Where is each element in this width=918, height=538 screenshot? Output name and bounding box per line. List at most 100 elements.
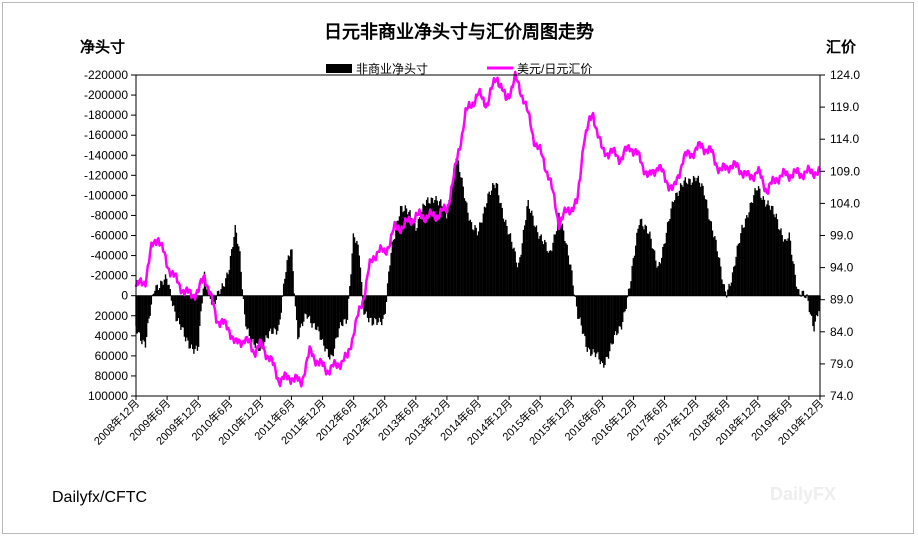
net-position-bar — [410, 218, 412, 296]
net-position-bar — [409, 210, 411, 296]
net-position-bar — [660, 257, 663, 296]
net-position-bar — [555, 231, 558, 296]
net-position-bar — [243, 295, 246, 315]
net-position-bar — [776, 219, 779, 296]
net-position-bar — [708, 219, 710, 296]
net-position-bar — [136, 295, 138, 334]
net-position-bar — [610, 295, 612, 344]
net-position-bar — [664, 243, 666, 296]
net-position-bar — [167, 284, 169, 296]
net-position-bar — [581, 295, 584, 334]
net-position-bar — [455, 158, 457, 296]
net-position-bar — [155, 285, 157, 296]
net-position-bar — [308, 295, 311, 316]
net-position-bar — [783, 239, 786, 296]
net-position-bar — [800, 295, 802, 297]
net-position-bar — [401, 206, 403, 296]
left-tick-label: 0 — [121, 289, 128, 303]
net-position-bar — [509, 233, 512, 296]
net-position-bar — [531, 210, 533, 296]
net-position-bar — [416, 227, 418, 296]
net-position-bar — [710, 221, 713, 296]
net-position-bar — [297, 295, 299, 340]
net-position-bar — [174, 295, 176, 312]
net-position-bar — [494, 188, 496, 296]
net-position-bar — [520, 254, 522, 296]
net-position-bar — [738, 242, 741, 296]
net-position-bar — [632, 258, 635, 296]
net-position-bar — [430, 197, 433, 296]
net-position-bar — [697, 175, 700, 296]
net-position-bar — [265, 295, 267, 336]
net-position-bar — [238, 246, 240, 296]
net-position-bar — [499, 203, 501, 296]
net-position-bar — [366, 295, 369, 318]
left-tick-label: -80000 — [91, 208, 129, 222]
net-position-bar — [717, 257, 720, 296]
net-position-bar — [310, 295, 312, 324]
net-position-bar — [599, 295, 601, 365]
left-tick-label: 60000 — [95, 349, 129, 363]
net-position-bar — [138, 295, 141, 333]
net-position-bar — [281, 295, 284, 297]
net-position-bar — [629, 288, 631, 296]
net-position-bar — [429, 203, 431, 296]
net-position-bar — [338, 295, 340, 329]
net-position-bar — [349, 285, 351, 296]
net-position-bar — [398, 216, 401, 296]
net-position-bar — [390, 252, 392, 296]
net-position-bar — [201, 295, 203, 304]
net-position-bar — [161, 281, 163, 296]
net-position-bar — [814, 295, 816, 322]
net-position-bar — [627, 288, 630, 296]
net-position-bar — [741, 224, 743, 296]
net-position-bar — [730, 282, 733, 296]
net-position-bar — [501, 207, 503, 296]
net-position-bar — [786, 240, 788, 296]
net-position-bar — [428, 203, 430, 296]
net-position-bar — [299, 295, 301, 328]
net-position-bar — [618, 295, 620, 327]
net-position-bar — [183, 295, 186, 337]
net-position-bar — [772, 206, 774, 296]
net-position-bar — [240, 271, 242, 296]
net-position-bar — [226, 272, 228, 296]
left-tick-label: -120000 — [84, 168, 128, 182]
net-position-bar — [671, 201, 674, 296]
net-position-bar — [635, 245, 637, 296]
net-position-bar — [259, 295, 261, 351]
net-position-bar — [525, 220, 527, 296]
net-position-bar — [427, 197, 429, 296]
net-position-bar — [255, 295, 258, 344]
left-tick-label: -140000 — [84, 148, 128, 162]
net-position-bar — [724, 291, 727, 296]
net-position-bar — [813, 295, 815, 332]
net-position-bar — [233, 236, 235, 296]
net-position-bar — [314, 295, 317, 330]
net-position-bar — [399, 205, 402, 296]
net-position-bar — [248, 295, 251, 337]
net-position-bar — [769, 209, 772, 296]
net-position-bar — [272, 295, 274, 334]
net-position-bar — [656, 267, 658, 296]
net-position-bar — [711, 230, 714, 296]
net-position-bar — [742, 227, 744, 296]
net-position-bars — [135, 156, 821, 368]
net-position-bar — [453, 168, 455, 296]
net-position-bar — [163, 279, 166, 296]
net-position-bar — [221, 283, 223, 296]
left-tick-label: 20000 — [95, 309, 129, 323]
net-position-bar — [449, 196, 451, 296]
net-position-bar — [388, 271, 390, 296]
net-position-bar — [384, 295, 386, 314]
net-position-bar — [805, 295, 807, 299]
net-position-bar — [646, 233, 649, 296]
net-position-bar — [781, 235, 783, 296]
net-position-bar — [288, 256, 291, 296]
net-position-bar — [729, 285, 731, 296]
net-position-bar — [414, 223, 416, 296]
net-position-bar — [287, 255, 290, 296]
net-position-bar — [415, 230, 417, 296]
net-position-bar — [785, 239, 787, 296]
net-position-bar — [676, 192, 678, 296]
